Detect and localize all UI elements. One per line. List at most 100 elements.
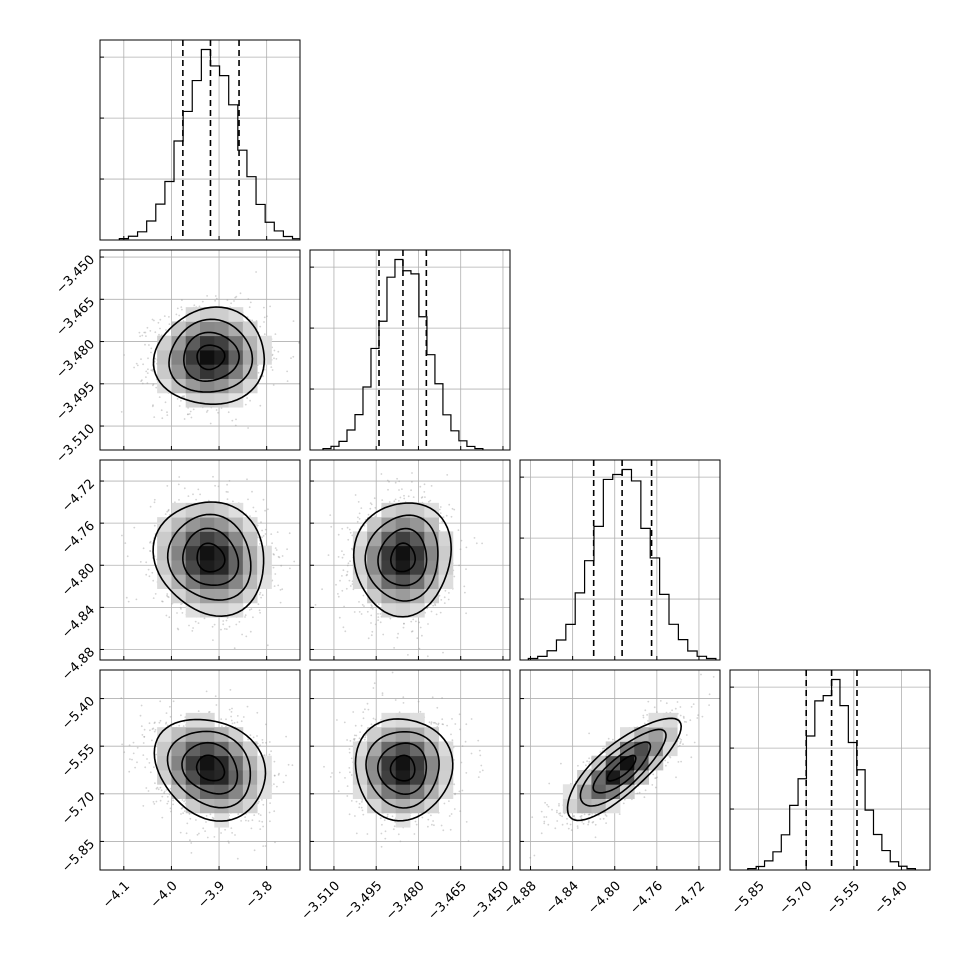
sample-point xyxy=(251,319,254,322)
sample-point xyxy=(273,553,275,556)
sample-point xyxy=(393,500,396,503)
sample-point xyxy=(197,622,200,624)
sample-point xyxy=(276,531,279,533)
sample-point xyxy=(155,787,158,790)
density-cell xyxy=(395,502,411,518)
contour-line xyxy=(196,542,226,573)
density-cell xyxy=(381,502,397,518)
sample-point xyxy=(258,543,261,545)
density-cell xyxy=(214,517,229,532)
sample-point xyxy=(445,514,448,517)
sample-point xyxy=(263,306,265,309)
sample-point xyxy=(396,477,398,480)
sample-point xyxy=(245,819,247,822)
sample-point xyxy=(228,708,231,711)
sample-point xyxy=(264,509,266,512)
sample-point xyxy=(153,803,156,805)
sample-point xyxy=(166,485,169,487)
sample-point xyxy=(279,601,282,604)
density-cell xyxy=(410,545,425,561)
sample-point xyxy=(121,534,123,537)
sample-point xyxy=(377,616,380,618)
sample-point xyxy=(255,510,257,513)
sample-point xyxy=(226,498,229,501)
sample-point xyxy=(362,594,365,597)
sample-point xyxy=(248,609,251,611)
sample-point xyxy=(177,483,180,486)
sample-point xyxy=(399,496,402,499)
density-cell xyxy=(214,602,229,618)
sample-point xyxy=(370,634,373,637)
sample-point xyxy=(176,627,179,630)
sample-point xyxy=(261,536,263,539)
sample-point xyxy=(274,573,277,575)
sample-point xyxy=(154,593,157,595)
sample-point xyxy=(458,564,460,567)
sample-point xyxy=(360,507,363,509)
sample-point xyxy=(215,704,218,706)
sample-point xyxy=(423,483,426,486)
sample-point xyxy=(183,395,186,397)
density-cell xyxy=(214,321,229,337)
sample-point xyxy=(273,349,276,352)
sample-point xyxy=(169,513,171,516)
sample-point xyxy=(211,625,214,628)
sample-point xyxy=(357,516,359,519)
sample-point xyxy=(314,604,317,606)
panel-frame xyxy=(99,249,301,451)
density-cell xyxy=(395,545,411,561)
sample-point xyxy=(344,630,347,633)
sample-point xyxy=(135,362,138,365)
sample-point xyxy=(151,318,154,321)
sample-point xyxy=(346,573,348,576)
sample-point xyxy=(435,613,438,616)
sample-point xyxy=(387,488,389,491)
density-cell xyxy=(242,350,258,365)
sample-point xyxy=(153,524,156,527)
sample-point xyxy=(180,813,182,815)
sample-point xyxy=(257,802,259,805)
density-cell xyxy=(171,350,187,365)
sample-point xyxy=(176,307,179,310)
sample-point xyxy=(145,335,147,337)
sample-point xyxy=(158,396,161,398)
sample-point xyxy=(205,411,208,413)
sample-point xyxy=(370,604,373,606)
sample-point xyxy=(145,573,148,576)
sample-point xyxy=(251,490,253,493)
sample-point xyxy=(298,341,300,344)
histogram-panel-2 xyxy=(519,459,721,661)
sample-point xyxy=(439,512,442,514)
histogram-panel-0 xyxy=(99,39,301,241)
sample-point xyxy=(182,396,185,398)
sample-point xyxy=(158,333,160,336)
sample-point xyxy=(281,555,284,557)
sample-point xyxy=(342,569,345,572)
sample-point xyxy=(447,598,450,601)
sample-point xyxy=(464,591,466,594)
sample-point xyxy=(172,799,175,802)
sample-point xyxy=(181,395,184,398)
sample-point xyxy=(258,609,261,612)
panel-frame xyxy=(99,459,301,661)
histogram-panel-1 xyxy=(309,249,511,451)
sample-point xyxy=(178,499,180,501)
sample-point xyxy=(234,834,236,836)
sample-point xyxy=(262,375,264,378)
sample-point xyxy=(187,413,190,416)
contour-line xyxy=(352,502,453,618)
sample-point xyxy=(448,503,451,506)
sample-point xyxy=(244,614,247,617)
sample-point xyxy=(398,500,400,502)
sample-point xyxy=(198,832,200,835)
sample-point xyxy=(150,347,153,350)
sample-point xyxy=(194,620,197,623)
sample-point xyxy=(270,750,272,753)
sample-point xyxy=(217,485,220,488)
sample-point xyxy=(358,611,361,613)
sample-point xyxy=(277,584,280,587)
density-cell xyxy=(242,588,258,604)
sample-point xyxy=(410,630,413,633)
sample-point xyxy=(448,592,450,594)
sample-point xyxy=(351,548,354,551)
